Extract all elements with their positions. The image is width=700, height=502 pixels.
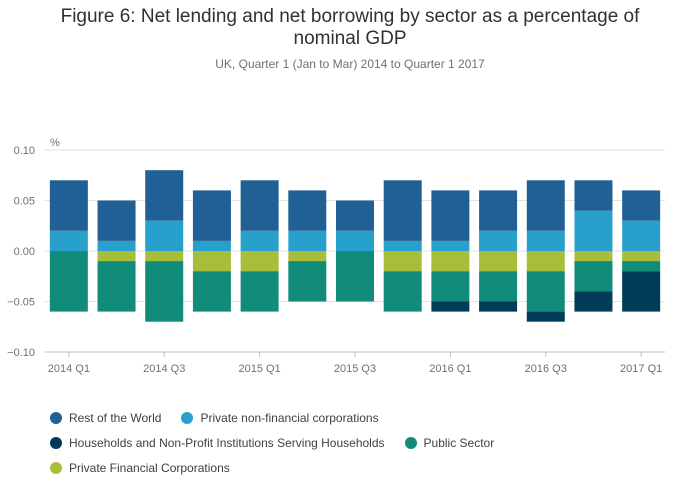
bar-segment [192, 271, 231, 312]
bar-segment [49, 180, 88, 231]
chart-title-line-1: Figure 6: Net lending and net borrowing … [60, 6, 640, 27]
bar-segment [192, 251, 231, 272]
legend-item[interactable]: Private Financial Corporations [50, 461, 230, 475]
y-tick-label: 0.05 [14, 196, 35, 208]
x-tick-label: 2015 Q1 [239, 363, 281, 375]
bar-segment [526, 271, 565, 312]
bar-segment [145, 220, 184, 251]
bar-segment [383, 271, 422, 312]
legend-label: Private non-financial corporations [200, 410, 379, 425]
x-tick-label: 2014 Q3 [143, 363, 185, 375]
legend-item[interactable]: Rest of the World [50, 411, 161, 425]
y-axis-label: % [50, 137, 60, 149]
legend-label: Rest of the World [69, 410, 162, 425]
y-tick-label: 0.00 [14, 246, 35, 258]
bar-segment [479, 271, 518, 302]
bar-segment [574, 210, 613, 251]
bar-segment [288, 190, 327, 231]
bar-segment [49, 251, 88, 312]
y-tick-label: −0.05 [7, 297, 35, 309]
x-tick-label: 2014 Q1 [48, 363, 90, 375]
bar-segment [574, 261, 613, 292]
bar-segment [383, 180, 422, 241]
bar-segment [574, 251, 613, 262]
bar-segment [574, 180, 613, 211]
bar-segment [431, 190, 470, 241]
bar-segment [240, 230, 279, 251]
bar-segment [431, 301, 470, 312]
x-tick-label: 2016 Q1 [429, 363, 471, 375]
legend-row: Households and Non-Profit Institutions S… [50, 430, 670, 455]
legend-swatch [50, 411, 62, 424]
x-tick-label: 2016 Q3 [525, 363, 567, 375]
bar-segment [97, 200, 136, 241]
bar-segment [145, 261, 184, 322]
bar-segment [240, 271, 279, 312]
bar-segment [145, 170, 184, 221]
legend-swatch [50, 461, 62, 474]
bar-segment [97, 240, 136, 251]
bar-chart: 0.10 0.05 0.00 −0.05 −0.10% 2014 Q1 2014 Q3 201… [7, 137, 665, 375]
bar-segment [479, 190, 518, 231]
legend-item[interactable]: Private non-financial corporations [181, 410, 379, 425]
y-tick-label: 0.10 [14, 145, 35, 157]
chart-title: Figure 6: Net lending and net borrowing … [0, 6, 700, 50]
bar-segment [622, 251, 661, 262]
chart-title-line-2: nominal GDP [293, 28, 407, 49]
bar-segment [526, 180, 565, 231]
legend-swatch [50, 436, 62, 449]
chart-subtitle: UK, Quarter 1 (Jan to Mar) 2014 to Quart… [215, 57, 485, 71]
legend-label: Private Financial Corporations [69, 460, 230, 475]
bar-segment [97, 261, 136, 312]
chart-legend: Rest of the World Private non-financial c… [50, 405, 670, 480]
x-tick-label: 2017 Q1 [620, 363, 662, 375]
bar-segment [479, 251, 518, 272]
bar-segment [288, 261, 327, 302]
bar-segment [574, 291, 613, 312]
bar-segment [526, 230, 565, 251]
bar-segment [288, 230, 327, 251]
legend-row: Rest of the World Private non-financial c… [50, 405, 670, 430]
bar-segment [479, 230, 518, 251]
bar-segment [383, 240, 422, 251]
bar-segment [336, 200, 374, 231]
bar-segment [526, 251, 565, 272]
bar-segment [49, 230, 88, 251]
x-tick-label: 2015 Q3 [334, 363, 376, 375]
bar-segment [431, 240, 470, 251]
legend-label: Public Sector [423, 435, 495, 450]
bar-segment [431, 251, 470, 272]
bar-segment [431, 271, 470, 302]
bar-segment [192, 240, 231, 251]
bar-segment [97, 251, 136, 262]
bar-segment [622, 271, 661, 312]
bar-segment [336, 230, 374, 251]
legend-label: Households and Non-Profit Institutions S… [69, 435, 385, 450]
bar-segment [622, 220, 661, 251]
bar-segment [288, 251, 327, 262]
y-tick-label: −0.10 [7, 347, 35, 359]
bar-segment [383, 251, 422, 272]
legend-swatch [181, 411, 194, 424]
bar-segment [240, 251, 279, 272]
legend-swatch [404, 436, 417, 449]
bar-segment [622, 261, 661, 272]
bar-segment [526, 311, 565, 322]
bar-segment [622, 190, 661, 221]
bar-segment [336, 251, 374, 302]
bar-segment [479, 301, 518, 312]
legend-row: Private Financial Corporations [50, 455, 670, 480]
bar-segment [145, 251, 184, 262]
legend-item[interactable]: Public Sector [404, 435, 495, 450]
legend-item[interactable]: Households and Non-Profit Institutions S… [50, 436, 385, 450]
bar-segment [240, 180, 279, 231]
bar-segment [192, 190, 231, 241]
